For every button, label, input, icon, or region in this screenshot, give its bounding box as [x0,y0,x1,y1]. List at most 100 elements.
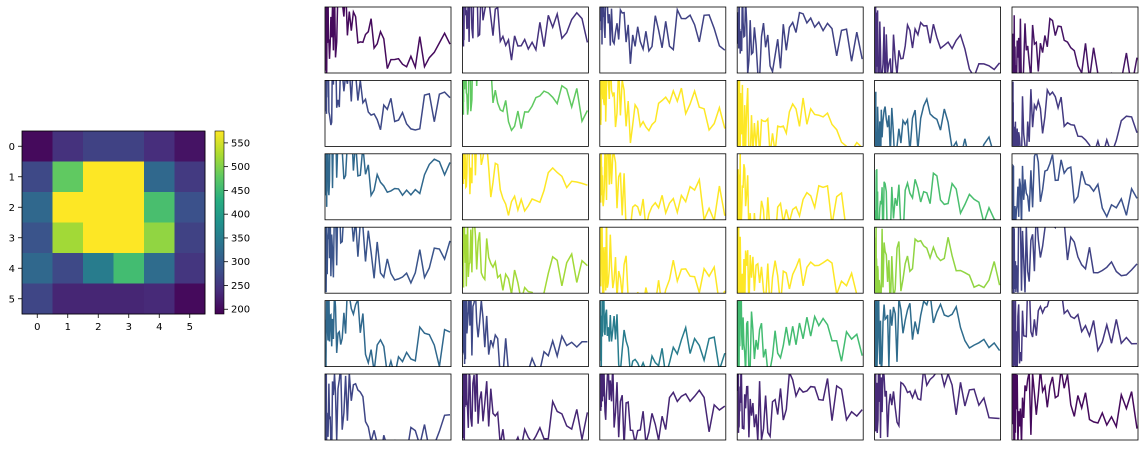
heatmap-cell [113,192,145,223]
subplot [599,153,727,221]
heatmap-cell [52,283,84,315]
subplot [1011,80,1139,147]
series-line [600,80,726,144]
subplot-frame [736,300,864,368]
subplot [1011,300,1139,368]
subplot-frame [324,373,452,441]
heatmap-cell [52,222,84,254]
subplot-frame [461,153,589,221]
subplot [461,373,589,441]
heatmap-cell [144,192,175,223]
colorbar-tick-label: 400 [231,210,250,221]
y-tick-label: 1 [9,172,15,183]
subplot [874,153,1001,221]
heatmap-cell [174,222,206,254]
heatmap-panel: 0 1 2 3 4 5 0 1 2 3 4 5 [9,130,206,333]
subplot-frame [461,6,589,74]
series-line [600,374,726,440]
subplot [324,226,452,294]
heatmap-cell [113,222,145,254]
heatmap-cell [22,192,53,223]
subplot [874,300,1001,368]
heatmap-cell [22,253,53,284]
heatmap-cell [83,131,114,162]
colorbar-tick-label: 300 [231,257,250,268]
subplot-frame [736,80,864,147]
subplot [736,80,864,147]
subplot-frame [599,373,727,441]
series-line [600,300,726,367]
series-line [462,227,588,294]
colorbar-gradient [214,130,225,315]
heatmap-cell [52,253,84,284]
subplot [736,300,864,368]
heatmap-cell [22,283,53,315]
series-line [737,7,863,73]
subplot [874,373,1001,441]
subplot [736,373,864,441]
y-tick-label: 2 [9,203,15,214]
heatmap-cell [52,131,84,162]
subplot-frame [324,6,452,74]
heatmap-cell [174,131,206,162]
heatmap-cell [174,192,206,223]
series-line [737,300,863,367]
subplot-frame [324,80,452,147]
heatmap-cells [22,131,206,315]
y-tick-label: 4 [9,264,15,275]
subplot-frame [599,80,727,147]
subplot [874,80,1001,147]
subplot [599,226,727,294]
series-line [1012,15,1138,73]
heatmap-cell [174,161,206,193]
subplot-frame [874,226,1001,294]
heatmap-cell [52,161,84,193]
colorbar-tick-label: 200 [231,305,250,316]
series-line [600,7,726,64]
subplot [736,226,864,294]
heatmap-x-axis: 0 1 2 3 4 5 [34,314,193,333]
series-line [1012,227,1138,294]
heatmap-cell [113,253,145,284]
heatmap-cell [83,222,114,254]
subplot [1011,153,1139,221]
colorbar-tick-label: 500 [231,162,250,173]
heatmap-cell [174,253,206,284]
subplot-frame [736,226,864,294]
subplot-frame [599,226,727,294]
heatmap-cell [83,253,114,284]
series-line [1012,81,1138,147]
heatmap-cell [174,283,206,315]
series-line [737,227,858,294]
subplot-frame [736,6,864,74]
heatmap-cell [113,283,145,315]
subplot-frame [736,153,864,221]
series-line [462,300,588,367]
x-tick-label: 1 [65,322,71,333]
series-line [874,91,993,147]
heatmap-cell [144,131,175,162]
subplot [874,226,1001,294]
series-line [325,153,451,207]
subplot-frame [736,373,864,441]
subplot-frame [461,373,589,441]
subplot [324,153,452,221]
series-line [462,7,589,61]
heatmap-cell [83,192,114,223]
series-line [600,153,726,220]
heatmap-cell [144,161,175,193]
subplot-frame [324,226,452,294]
subplot [1011,6,1139,74]
subplot [874,6,1001,74]
x-tick-label: 2 [95,322,101,333]
subplot-frame [1011,226,1139,294]
subplot-frame [461,300,589,368]
heatmap-cell [144,222,175,254]
heatmap-cell [22,222,53,254]
x-tick-label: 5 [187,322,193,333]
subplot-frame [324,153,452,221]
series-line [600,227,726,294]
subplot [461,153,589,221]
subplot [599,373,727,441]
series-line [874,374,1000,439]
